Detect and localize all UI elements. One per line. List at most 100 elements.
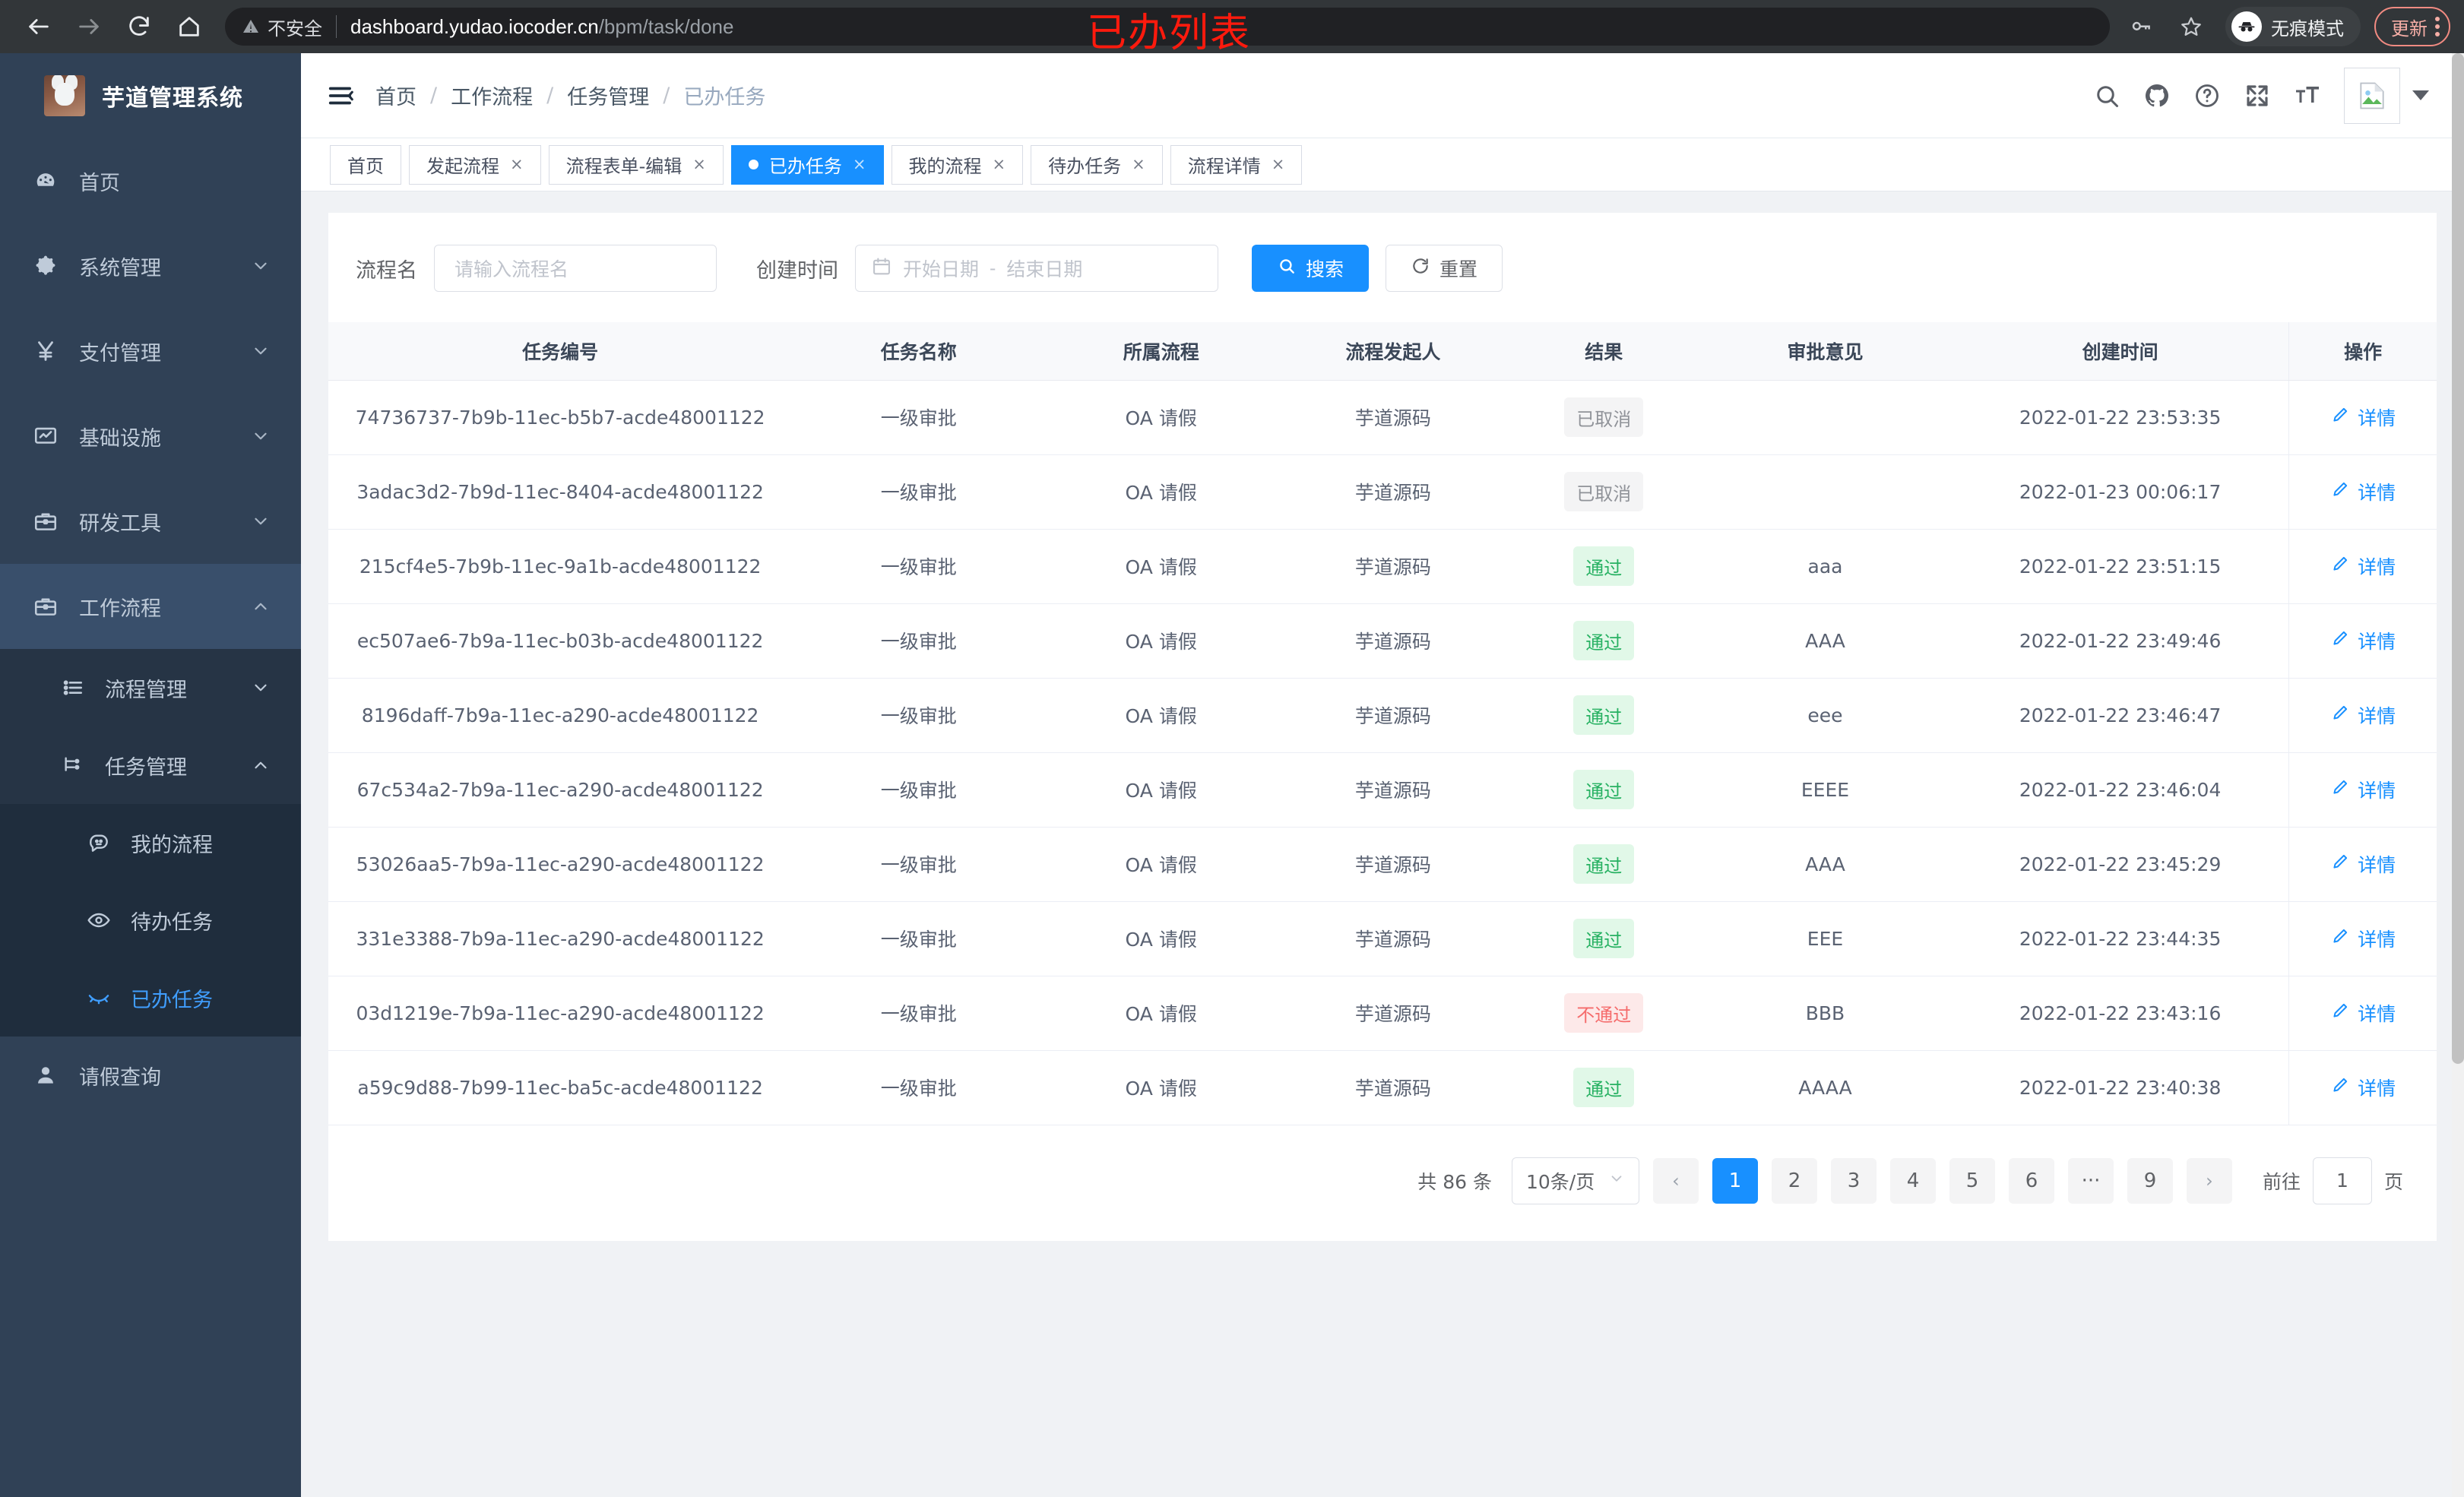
back-arrow-icon[interactable] (14, 2, 64, 52)
detail-button[interactable]: 详情 (2330, 999, 2396, 1027)
tab-label: 首页 (347, 156, 384, 177)
jump-page-input[interactable]: 1 (2312, 1157, 2372, 1204)
breadcrumb-item-workflow[interactable]: 工作流程 (451, 86, 534, 109)
search-button[interactable]: 搜索 (1252, 245, 1370, 292)
brand[interactable]: 芋道管理系统 (0, 53, 301, 138)
page-scrollbar[interactable] (2452, 53, 2464, 1497)
tab-label: 我的流程 (908, 156, 982, 177)
question-circle-icon[interactable] (2193, 82, 2221, 109)
browser-toolbar: 不安全 dashboard.yudao.iocoder.cn/bpm/task/… (0, 0, 2464, 56)
detail-button[interactable]: 详情 (2330, 1074, 2396, 1101)
tab-done-task[interactable]: 已办任务 × (730, 144, 884, 185)
font-size-icon[interactable] (2294, 82, 2321, 109)
close-icon[interactable]: × (1132, 155, 1145, 173)
sidebar-item-infrastructure[interactable]: 基础设施 (0, 394, 301, 479)
sidebar-item-home[interactable]: 首页 (0, 138, 301, 223)
column-result: 结果 (1509, 322, 1699, 381)
tab-todo-task[interactable]: 待办任务 × (1031, 144, 1163, 185)
sidebar-item-dev-tools[interactable]: 研发工具 (0, 479, 301, 564)
page-button-5[interactable]: 5 (1949, 1157, 1995, 1204)
close-icon[interactable]: × (1271, 155, 1285, 173)
cell-comment (1699, 454, 1952, 530)
detail-button[interactable]: 详情 (2330, 925, 2396, 952)
hamburger-icon[interactable] (327, 81, 356, 110)
status-badge: 通过 (1573, 695, 1635, 735)
chevron-down-icon (251, 426, 271, 446)
edit-pencil-icon (2330, 926, 2350, 951)
sidebar-item-leave-query[interactable]: 请假查询 (0, 1037, 301, 1114)
github-icon[interactable] (2143, 82, 2171, 109)
update-button[interactable]: 更新 (2374, 7, 2450, 46)
cell-process: OA 请假 (1045, 901, 1278, 976)
page-button-2[interactable]: 2 (1771, 1157, 1817, 1204)
task-node-icon (58, 753, 88, 777)
next-page-button[interactable]: › (2186, 1157, 2232, 1204)
star-icon[interactable] (2168, 3, 2215, 50)
broken-image-avatar[interactable] (2344, 67, 2400, 124)
forward-arrow-icon[interactable] (64, 2, 114, 52)
page-size-select[interactable]: 10条/页 (1511, 1157, 1639, 1204)
detail-button[interactable]: 详情 (2330, 552, 2396, 580)
page-button-6[interactable]: 6 (2008, 1157, 2054, 1204)
sidebar-item-payment-management[interactable]: 支付管理 (0, 309, 301, 394)
cell-result: 通过 (1509, 752, 1699, 828)
cell-comment (1699, 380, 1952, 455)
chevron-down-icon (1608, 1169, 1625, 1192)
page-button-4[interactable]: 4 (1889, 1157, 1936, 1204)
incognito-icon (2231, 11, 2262, 42)
close-icon[interactable]: × (692, 155, 706, 173)
sidebar-item-system-management[interactable]: 系统管理 (0, 223, 301, 309)
incognito-mode-chip[interactable]: 无痕模式 (2225, 7, 2361, 46)
tab-my-process[interactable]: 我的流程 × (891, 144, 1024, 185)
detail-button[interactable]: 详情 (2330, 404, 2396, 431)
fullscreen-icon[interactable] (2244, 82, 2271, 109)
kebab-menu-icon[interactable] (2435, 17, 2440, 36)
detail-button[interactable]: 详情 (2330, 776, 2396, 803)
tab-process-form-edit[interactable]: 流程表单-编辑 × (548, 144, 724, 185)
address-bar[interactable]: 不安全 dashboard.yudao.iocoder.cn/bpm/task/… (225, 8, 2110, 46)
monitor-chart-icon (29, 423, 62, 449)
close-icon[interactable]: × (992, 155, 1006, 173)
cell-comment: eee (1699, 678, 1952, 753)
scrollbar-thumb[interactable] (2452, 53, 2464, 1064)
detail-button[interactable]: 详情 (2330, 478, 2396, 505)
browser-actions: 无痕模式 更新 (2117, 3, 2450, 50)
breadcrumb-item-home[interactable]: 首页 (375, 86, 416, 109)
search-icon[interactable] (2093, 82, 2120, 109)
tab-start-process[interactable]: 发起流程 × (409, 144, 541, 185)
search-icon (1277, 256, 1297, 280)
page-button-1[interactable]: 1 (1712, 1157, 1758, 1204)
reset-button[interactable]: 重置 (1386, 245, 1503, 292)
cell-task-name: 一级审批 (792, 454, 1046, 530)
sidebar-item-label: 支付管理 (79, 341, 161, 366)
cell-comment: AAAA (1699, 1050, 1952, 1125)
create-time-daterange[interactable]: 开始日期 - 结束日期 (855, 245, 1218, 292)
sidebar-item-workflow[interactable]: 工作流程 (0, 564, 301, 649)
page-ellipsis[interactable]: ··· (2067, 1157, 2114, 1204)
status-badge: 已取消 (1564, 472, 1644, 511)
detail-button[interactable]: 详情 (2330, 627, 2396, 654)
page-button-3[interactable]: 3 (1830, 1157, 1877, 1204)
close-icon[interactable]: × (852, 155, 866, 173)
sidebar-item-done-task[interactable]: 已办任务 (0, 959, 301, 1037)
sidebar-item-my-process[interactable]: 我的流程 (0, 804, 301, 881)
home-icon[interactable] (164, 2, 214, 52)
detail-button[interactable]: 详情 (2330, 850, 2396, 878)
main-area: 首页 / 工作流程 / 任务管理 / 已办任务 (301, 53, 2464, 1497)
key-icon[interactable] (2117, 3, 2165, 50)
sidebar-item-todo-task[interactable]: 待办任务 (0, 881, 301, 959)
breadcrumb-item-task-management[interactable]: 任务管理 (567, 86, 650, 109)
prev-page-button[interactable]: ‹ (1652, 1157, 1699, 1204)
process-name-input[interactable]: 请输入流程名 (434, 245, 717, 292)
tab-process-detail[interactable]: 流程详情 × (1170, 144, 1303, 185)
sidebar-subitem-task-management[interactable]: 任务管理 (0, 726, 301, 804)
tab-home[interactable]: 首页 (330, 144, 401, 185)
caret-down-icon[interactable] (2412, 90, 2429, 100)
cell-task-name: 一级审批 (792, 380, 1046, 455)
detail-button[interactable]: 详情 (2330, 701, 2396, 729)
sidebar-subitem-process-management[interactable]: 流程管理 (0, 649, 301, 726)
create-time-label: 创建时间 (756, 258, 838, 283)
close-icon[interactable]: × (510, 155, 524, 173)
reload-icon[interactable] (114, 2, 164, 52)
page-button-9[interactable]: 9 (2127, 1157, 2173, 1204)
